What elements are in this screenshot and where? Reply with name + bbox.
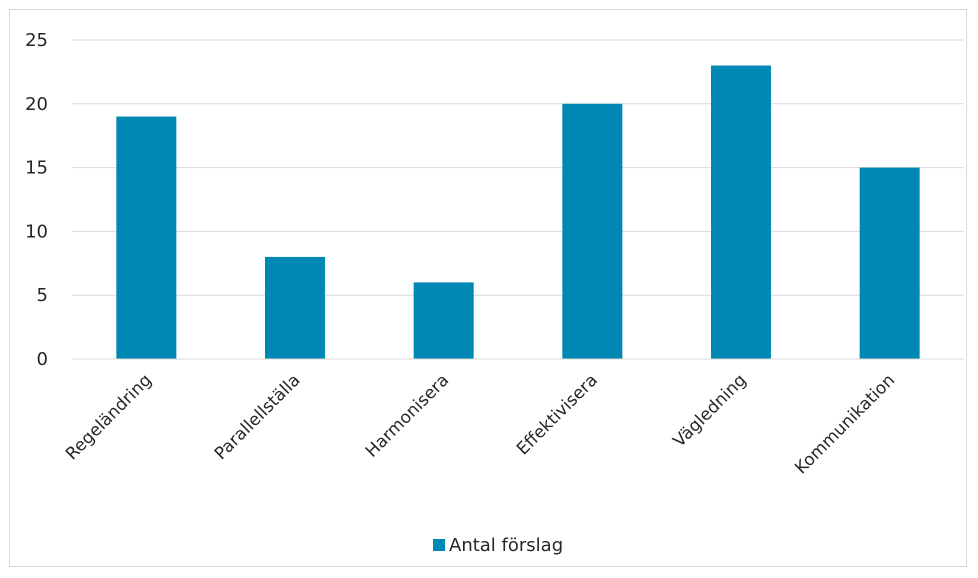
x-tick-label: Effektivisera xyxy=(513,370,602,459)
bar xyxy=(562,103,623,359)
y-axis-ticks: 0 5 10 15 20 25 xyxy=(25,30,48,370)
legend-label: Antal förslag xyxy=(449,535,563,556)
bar xyxy=(859,167,920,359)
y-tick-label: 20 xyxy=(25,94,48,115)
bars xyxy=(116,65,920,360)
legend-swatch xyxy=(433,539,445,551)
bar xyxy=(413,282,474,359)
bar xyxy=(116,116,177,359)
x-tick-label: Harmonisera xyxy=(362,370,453,461)
x-axis-labels: Regeländring Parallellställa Harmonisera Ef… xyxy=(62,370,899,478)
x-tick-label: Parallellställa xyxy=(211,370,305,464)
y-tick-label: 0 xyxy=(37,349,48,370)
legend: Antal förslag xyxy=(433,535,563,556)
y-tick-label: 10 xyxy=(25,221,48,242)
y-tick-label: 15 xyxy=(25,158,48,179)
x-tick-label: Kommunikation xyxy=(791,370,899,478)
bar xyxy=(711,65,771,360)
bar xyxy=(265,256,325,359)
gridlines xyxy=(72,39,964,296)
y-tick-label: 25 xyxy=(25,30,48,51)
y-tick-label: 5 xyxy=(37,285,48,306)
x-tick-label: Regeländring xyxy=(62,370,156,464)
x-tick-label: Vägledning xyxy=(670,370,751,451)
